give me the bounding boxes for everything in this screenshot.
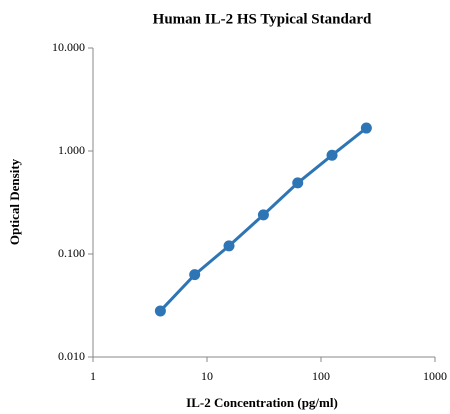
chart-title: Human IL-2 HS Typical Standard	[153, 11, 372, 27]
x-tick-label: 10	[201, 369, 213, 383]
marker	[326, 149, 338, 161]
y-tick-label: 0.100	[58, 246, 85, 260]
marker	[223, 240, 235, 252]
marker	[154, 305, 166, 317]
marker	[257, 209, 269, 221]
x-tick-label: 1000	[423, 369, 447, 383]
x-axis-title: IL-2 Concentration (pg/ml)	[186, 395, 338, 410]
y-axis-title: Optical Density	[7, 158, 22, 245]
y-tick-label: 10.000	[52, 40, 85, 54]
marker	[292, 177, 304, 189]
y-tick-label: 1.000	[58, 143, 85, 157]
marker	[189, 269, 201, 281]
x-tick-label: 100	[312, 369, 330, 383]
y-tick-label: 0.010	[58, 349, 85, 363]
x-tick-label: 1	[90, 369, 96, 383]
marker	[360, 122, 372, 134]
